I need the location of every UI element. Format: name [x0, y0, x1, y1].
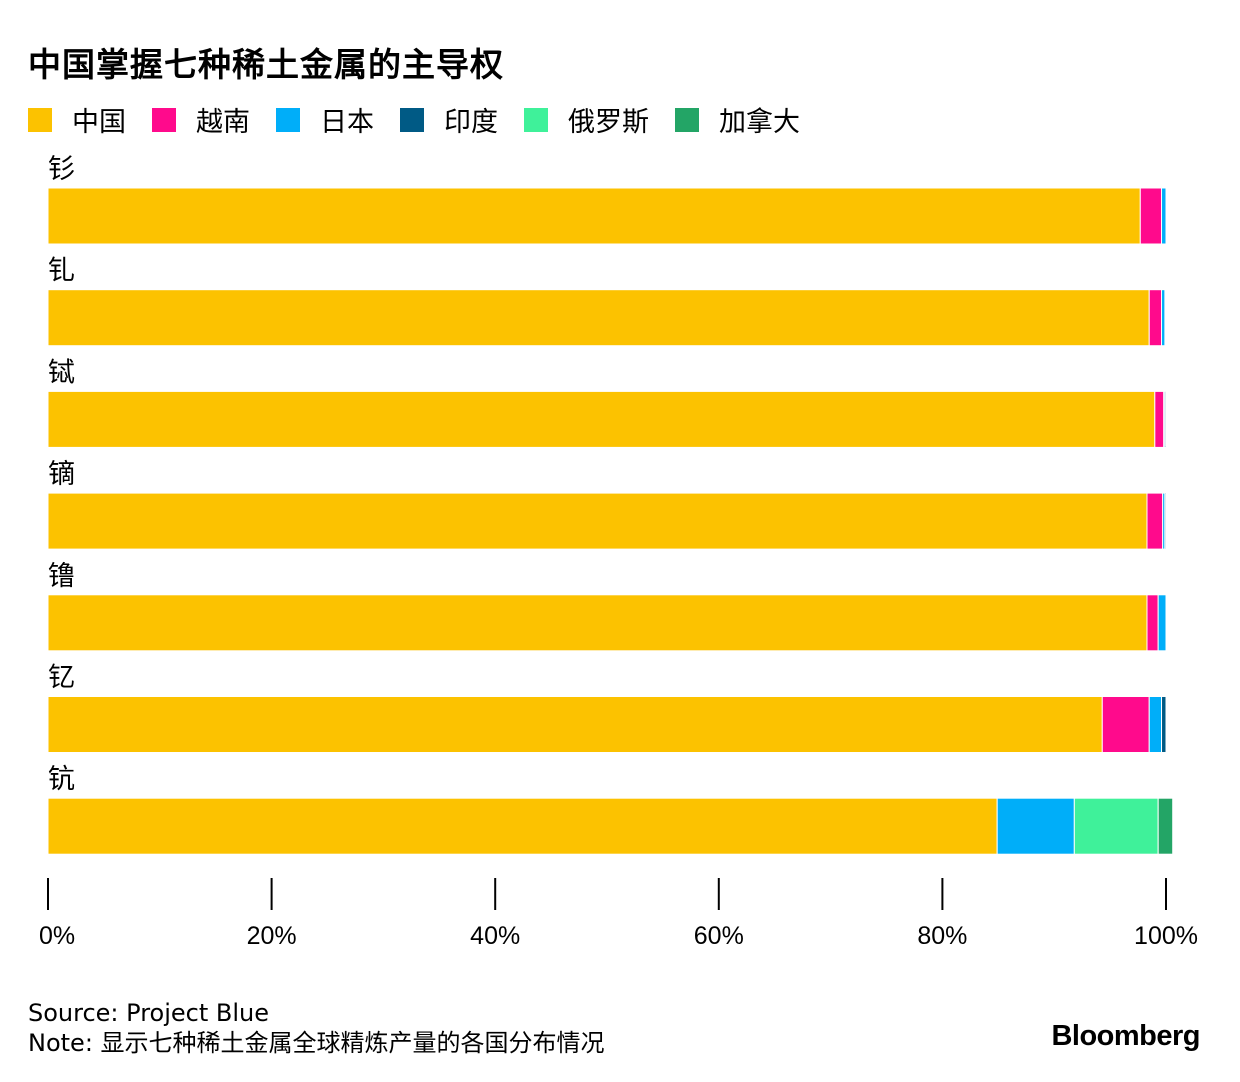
bar-segment-中国	[47, 492, 1148, 550]
bar-segment-日本	[1161, 187, 1167, 245]
x-tick-label: 60%	[694, 922, 744, 950]
bloomberg-logo: Bloomberg	[1051, 1020, 1200, 1052]
legend-swatch	[28, 107, 52, 132]
category-label: 镥	[48, 561, 75, 592]
bar-segment-日本	[1148, 696, 1163, 753]
bar-segment-越南	[1154, 390, 1165, 448]
legend-swatch	[675, 107, 699, 132]
source-notes: Source: Project Blue Note: 显示七种稀土金属全球精炼产…	[28, 998, 605, 1058]
category-label: 钪	[48, 764, 75, 795]
x-tick-label: 100%	[1134, 922, 1198, 950]
legend-swatch	[400, 107, 424, 132]
legend-item: 俄罗斯	[524, 100, 649, 139]
note-text: Note: 显示七种稀土金属全球精炼产量的各国分布情况	[28, 1029, 605, 1057]
bar-segment-日本	[1157, 594, 1167, 652]
legend-label: 越南	[196, 107, 250, 138]
bar-segment-印度	[1164, 390, 1167, 448]
source-text: Source: Project Blue	[28, 999, 269, 1027]
legend-swatch	[524, 107, 548, 132]
bar-segment-印度	[1164, 492, 1167, 550]
legend-label: 日本	[320, 107, 374, 138]
bar-segment-中国	[47, 594, 1148, 652]
category-label: 铽	[48, 357, 75, 388]
chart-title: 中国掌握七种稀土金属的主导权	[28, 45, 504, 84]
legend-item: 加拿大	[675, 100, 800, 139]
legend-label: 加拿大	[719, 107, 800, 138]
category-label: 钇	[48, 663, 75, 694]
bar-segment-中国	[47, 696, 1103, 753]
bar-segment-越南	[1139, 187, 1163, 245]
bar-segment-越南	[1101, 696, 1150, 753]
x-tick-label: 0%	[39, 922, 75, 950]
legend-item: 日本	[276, 100, 374, 139]
bar-segment-日本	[1161, 289, 1166, 347]
legend-label: 俄罗斯	[568, 107, 649, 138]
legend-item: 越南	[152, 100, 250, 139]
legend-label: 中国	[72, 107, 126, 138]
bar-segment-中国	[47, 187, 1141, 245]
bar-segment-中国	[47, 797, 998, 855]
x-tick-label: 40%	[470, 922, 520, 950]
x-tick-label: 20%	[247, 922, 297, 950]
bar-segment-越南	[1146, 594, 1159, 652]
x-tick-label: 80%	[917, 922, 967, 950]
bar-segment-中国	[47, 390, 1156, 448]
legend-item: 中国	[28, 100, 126, 139]
bar-segment-日本	[996, 797, 1075, 855]
legend-label: 印度	[444, 107, 498, 138]
bar-segment-越南	[1146, 492, 1164, 550]
legend-swatch	[152, 107, 176, 132]
bar-segment-俄罗斯	[1073, 797, 1159, 855]
bar-segment-加拿大	[1157, 797, 1174, 855]
legend: 中国 越南 日本 印度 俄罗斯 加拿大	[28, 100, 826, 139]
category-label: 钐	[48, 154, 75, 185]
category-label: 钆	[48, 256, 75, 287]
category-label: 镝	[48, 459, 75, 490]
bar-segment-越南	[1148, 289, 1163, 347]
legend-swatch	[276, 107, 300, 132]
legend-item: 印度	[400, 100, 498, 139]
bar-segment-印度	[1161, 696, 1167, 753]
bar-segment-中国	[47, 289, 1150, 347]
